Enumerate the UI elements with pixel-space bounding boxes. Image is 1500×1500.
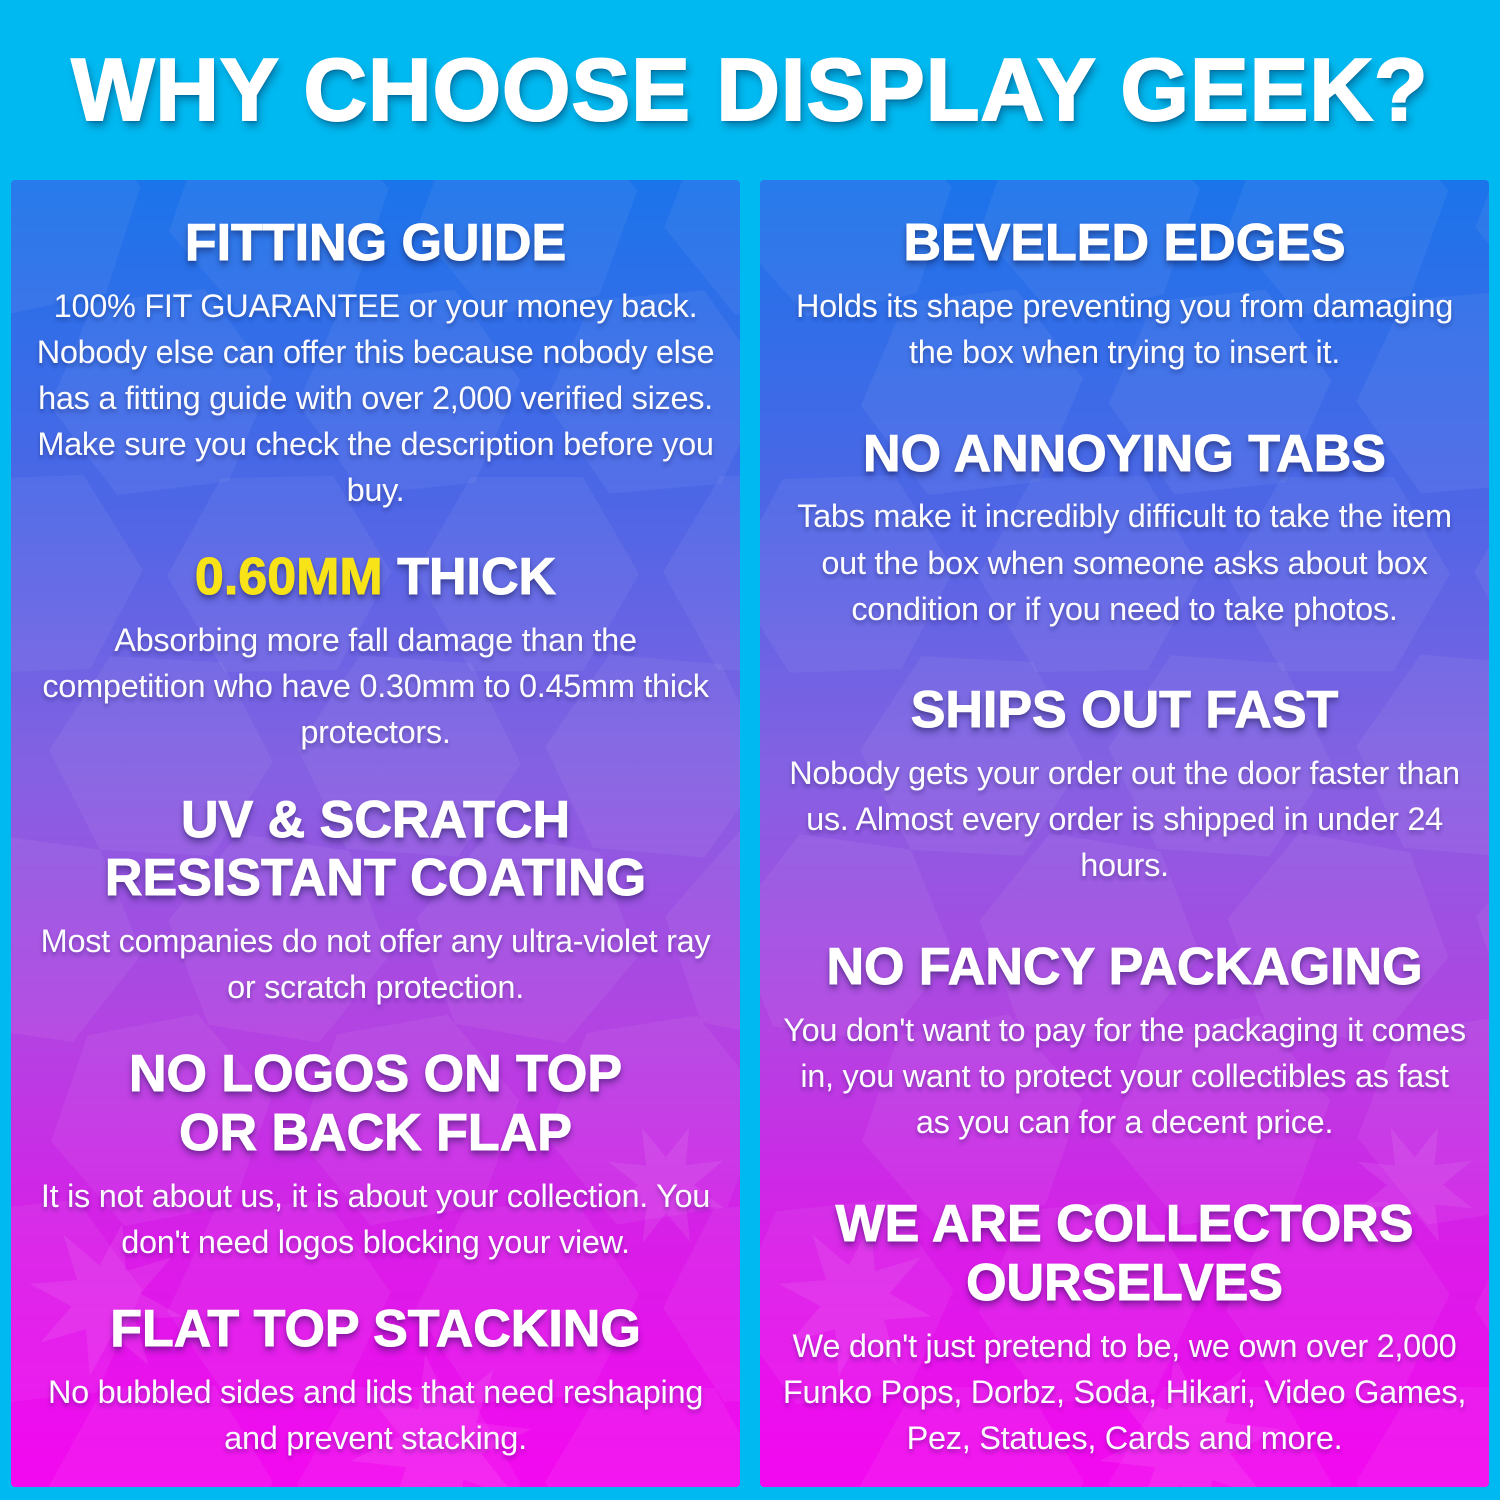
feature-heading: BEVELED EDGES [903,214,1346,273]
feature-heading: 0.60MM THICK [31,548,720,607]
feature-body: You don't want to pay for the packaging … [783,1012,1466,1141]
feature-heading: WE ARE COLLECTORS OURSELVES [835,1195,1414,1313]
section-beveled-edges: BEVELED EDGES Holds its shape preventing… [780,214,1469,375]
feature-heading: UV & SCRATCH RESISTANT COATING [104,790,647,908]
section-ships-out-fast: SHIPS OUT FAST Nobody gets your order ou… [780,681,1469,888]
feature-body: It is not about us, it is about your col… [40,1177,711,1260]
feature-heading: FLAT TOP STACKING [110,1299,642,1358]
feature-heading: NO ANNOYING TABS [863,424,1387,483]
feature-body: No bubbled sides and lids that need resh… [47,1373,704,1456]
feature-body: Holds its shape preventing you from dama… [795,287,1454,370]
feature-panel-left: FITTING GUIDE 100% FIT GUARANTEE or your… [11,180,740,1487]
thickness-value: 0.60MM [194,548,383,607]
feature-body: Absorbing more fall damage than the comp… [42,622,709,751]
section-no-logos: NO LOGOS ON TOP OR BACK FLAP It is not a… [31,1045,720,1265]
feature-body: Tabs make it incredibly difficult to tak… [797,498,1452,627]
section-thickness: 0.60MM THICK Absorbing more fall damage … [31,548,720,755]
feature-panel-right: BEVELED EDGES Holds its shape preventing… [760,180,1489,1487]
section-no-annoying-tabs: NO ANNOYING TABS Tabs make it incredibly… [780,424,1469,632]
thickness-label: THICK [397,548,557,607]
feature-body: Most companies do not offer any ultra-vi… [40,923,711,1006]
page-title: WHY CHOOSE DISPLAY GEEK? [70,39,1429,140]
feature-columns: FITTING GUIDE 100% FIT GUARANTEE or your… [0,180,1500,1500]
feature-heading: NO FANCY PACKAGING [826,938,1423,997]
feature-body: We don't just pretend to be, we own over… [782,1327,1467,1456]
page-header: WHY CHOOSE DISPLAY GEEK? [0,0,1500,180]
section-fitting-guide: FITTING GUIDE 100% FIT GUARANTEE or your… [31,214,720,513]
feature-body: 100% FIT GUARANTEE or your money back. N… [36,287,715,509]
section-we-are-collectors: WE ARE COLLECTORS OURSELVES We don't jus… [780,1195,1469,1461]
panel-content-left: FITTING GUIDE 100% FIT GUARANTEE or your… [11,180,740,1487]
section-flat-top-stacking: FLAT TOP STACKING No bubbled sides and l… [31,1299,720,1461]
section-uv-scratch-coating: UV & SCRATCH RESISTANT COATING Most comp… [31,790,720,1011]
section-no-fancy-packaging: NO FANCY PACKAGING You don't want to pay… [780,938,1469,1145]
panel-content-right: BEVELED EDGES Holds its shape preventing… [760,180,1489,1487]
feature-heading: NO LOGOS ON TOP OR BACK FLAP [128,1045,623,1163]
feature-heading: FITTING GUIDE [184,214,567,273]
feature-heading: SHIPS OUT FAST [910,681,1339,740]
feature-body: Nobody gets your order out the door fast… [789,755,1460,884]
